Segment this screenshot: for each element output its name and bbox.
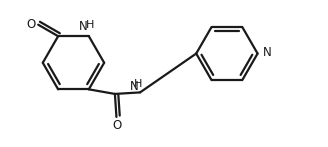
Text: N: N (130, 80, 138, 93)
Text: O: O (113, 119, 122, 132)
Text: N: N (262, 46, 271, 59)
Text: O: O (27, 17, 36, 31)
Text: N: N (79, 20, 88, 34)
Text: H: H (86, 20, 94, 30)
Text: H: H (134, 79, 143, 89)
